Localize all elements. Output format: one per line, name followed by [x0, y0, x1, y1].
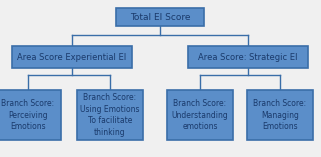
FancyBboxPatch shape — [188, 46, 308, 68]
Text: Area Score: Strategic EI: Area Score: Strategic EI — [198, 52, 298, 62]
FancyBboxPatch shape — [167, 90, 233, 140]
Text: Branch Score:
Perceiving
Emotions: Branch Score: Perceiving Emotions — [1, 99, 55, 131]
Text: Branch Score:
Understanding
emotions: Branch Score: Understanding emotions — [172, 99, 228, 131]
FancyBboxPatch shape — [77, 90, 143, 140]
FancyBboxPatch shape — [12, 46, 132, 68]
Text: Total EI Score: Total EI Score — [130, 13, 190, 22]
Text: Area Score Experiential EI: Area Score Experiential EI — [17, 52, 126, 62]
Text: Branch Score:
Using Emotions
To facilitate
thinking: Branch Score: Using Emotions To facilita… — [80, 93, 140, 137]
FancyBboxPatch shape — [116, 8, 204, 26]
FancyBboxPatch shape — [0, 90, 61, 140]
FancyBboxPatch shape — [247, 90, 313, 140]
Text: Branch Score:
Managing
Emotions: Branch Score: Managing Emotions — [254, 99, 307, 131]
